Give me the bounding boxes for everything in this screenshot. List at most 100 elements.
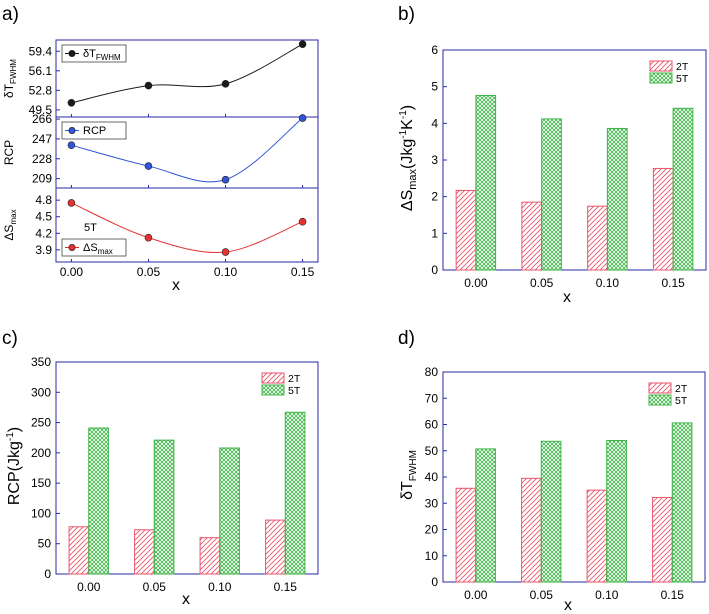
data-point-fwhm-0.00 [67, 98, 76, 107]
bar-2T-0.15 [652, 496, 673, 583]
bar-5T-0.10 [606, 127, 628, 271]
x-tick-label: 0.15 [291, 265, 315, 279]
legend-swatch-2T [648, 382, 672, 394]
annotation-dsmax: 5T [84, 222, 97, 234]
y-tick-label: 50 [425, 444, 439, 458]
x-tick-label: 0.10 [596, 276, 620, 290]
panel-d-y-axis-label: δTFWHM [399, 450, 419, 500]
series-line-fwhm [71, 43, 303, 104]
bar-5T-0.10 [606, 440, 627, 583]
bar-5T-0.15 [671, 422, 693, 583]
y-tick-label: 59.4 [29, 44, 53, 58]
y-tick-label: 4 [431, 116, 438, 130]
x-tick-label: 0.10 [214, 265, 238, 279]
y-tick-label: 250 [31, 416, 51, 430]
series-line-dsmax [71, 202, 303, 254]
y-tick-label: 10 [425, 549, 439, 563]
y-tick-label: 6 [431, 43, 438, 57]
data-point-dsmax-0.00 [67, 199, 76, 207]
y-axis-label-base: δT [2, 83, 16, 98]
data-point-fwhm-0.05 [144, 81, 153, 90]
panel-b-y-axis-label: ΔSmax(Jkg-1K-1) [398, 105, 419, 211]
panel-a: a) 49.552.856.159.4 δTFWHMδTFWHM209228247… [2, 4, 319, 294]
x-tick-label: 0.15 [661, 276, 685, 290]
y-tick-label: 56.1 [29, 64, 53, 78]
y-tick-label: 3.9 [35, 243, 52, 257]
bar-5T-0.00 [475, 448, 496, 583]
legend-swatch-5T [261, 384, 285, 396]
y-axis-label-rcp: RCP [2, 140, 16, 165]
y-tick-label: 0 [431, 263, 438, 277]
y-tick-label: 209 [32, 172, 52, 186]
legend-label-5T: 5T [676, 73, 689, 85]
data-point-rcp-0.05 [144, 162, 153, 170]
x-tick-label: 0.05 [530, 276, 554, 290]
legend-swatch-2T [649, 60, 673, 72]
panel-c-y-axis-label: RCP(Jkg-1) [5, 427, 23, 505]
x-tick-label: 0.05 [530, 588, 554, 602]
panel-c-content: 0 50 100 150 200 250 300 350 0.00 0.05 0.10 0.15 2T5… [31, 355, 319, 594]
bar-2T-0.10 [587, 205, 608, 271]
legend-marker-rcp [68, 127, 76, 135]
bar-2T-0.10 [586, 489, 608, 583]
bar-2T-0.15 [265, 519, 286, 575]
panel-d-x-axis-label: x [564, 597, 572, 614]
y-tick-label: 228 [32, 152, 52, 166]
y-tick-label: 2 [431, 190, 438, 204]
data-point-fwhm-0.10 [221, 80, 230, 88]
legend-box-rcp [61, 121, 127, 140]
bar-5T-0.05 [540, 440, 562, 583]
panel-c: c) 0 50 100 150 200 250 300 350 0.00 0.05 0.10 0.15… [2, 328, 319, 608]
y-tick-label: 266 [32, 112, 52, 126]
data-point-rcp-0.15 [298, 114, 307, 122]
y-axis-label-sub: FWHM [9, 59, 18, 84]
legend-swatch-5T [648, 394, 672, 406]
legend-label-5T: 5T [288, 385, 301, 397]
legend-swatch-2T [261, 372, 285, 384]
legend-label-sub: max [98, 247, 113, 256]
legend-label-fwhm: δTFWHM [83, 48, 121, 62]
panel-a-content: 49.552.856.159.4 δTFWHMδTFWHM209228247266… [2, 39, 319, 279]
y-axis-label-sub: max [9, 209, 18, 224]
x-tick-label: 0.00 [60, 265, 84, 279]
y-tick-label: 3 [431, 153, 438, 167]
x-tick-label: 0.10 [595, 588, 619, 602]
y-tick-label: 0 [44, 567, 51, 581]
legend-swatch-5T [649, 72, 673, 84]
data-point-dsmax-0.15 [298, 217, 307, 226]
x-tick-label: 0.00 [77, 580, 101, 594]
data-point-dsmax-0.10 [221, 248, 230, 256]
legend-label-base: δT [83, 48, 96, 60]
bar-2T-0.15 [652, 167, 674, 271]
y-axis-label-fwhm: δTFWHM [2, 59, 18, 98]
legend-box-fwhm [61, 44, 127, 63]
bar-5T-0.05 [541, 118, 562, 271]
x-tick-label: 0.00 [464, 588, 488, 602]
bar-2T-0.00 [68, 526, 90, 575]
y-tick-label: 49.5 [29, 103, 53, 117]
panel-b-label: b) [398, 4, 415, 25]
y-tick-label: 150 [31, 476, 51, 490]
y-tick-label: 50 [38, 537, 52, 551]
data-point-rcp-0.10 [221, 175, 230, 184]
x-tick-label: 0.15 [661, 588, 685, 602]
legend-label-base: RCP [83, 125, 106, 137]
panel-b-x-axis-label: x [563, 289, 571, 306]
x-tick-label: 0.15 [274, 580, 298, 594]
data-point-rcp-0.00 [67, 141, 76, 149]
y-tick-label: 4.8 [35, 193, 52, 207]
y-tick-label: 1 [431, 226, 438, 240]
bar-2T-0.05 [134, 529, 155, 575]
y-tick-label: 40 [425, 470, 439, 484]
legend-label-2T: 2T [676, 61, 689, 73]
panel-a-x-axis-label: x [172, 277, 180, 294]
x-tick-label: 0.10 [208, 580, 232, 594]
legend-label-2T: 2T [675, 383, 688, 395]
y-tick-label: 247 [32, 132, 52, 146]
bar-5T-0.15 [284, 411, 306, 575]
y-tick-label: 30 [425, 496, 439, 510]
y-tick-label: 200 [31, 446, 51, 460]
